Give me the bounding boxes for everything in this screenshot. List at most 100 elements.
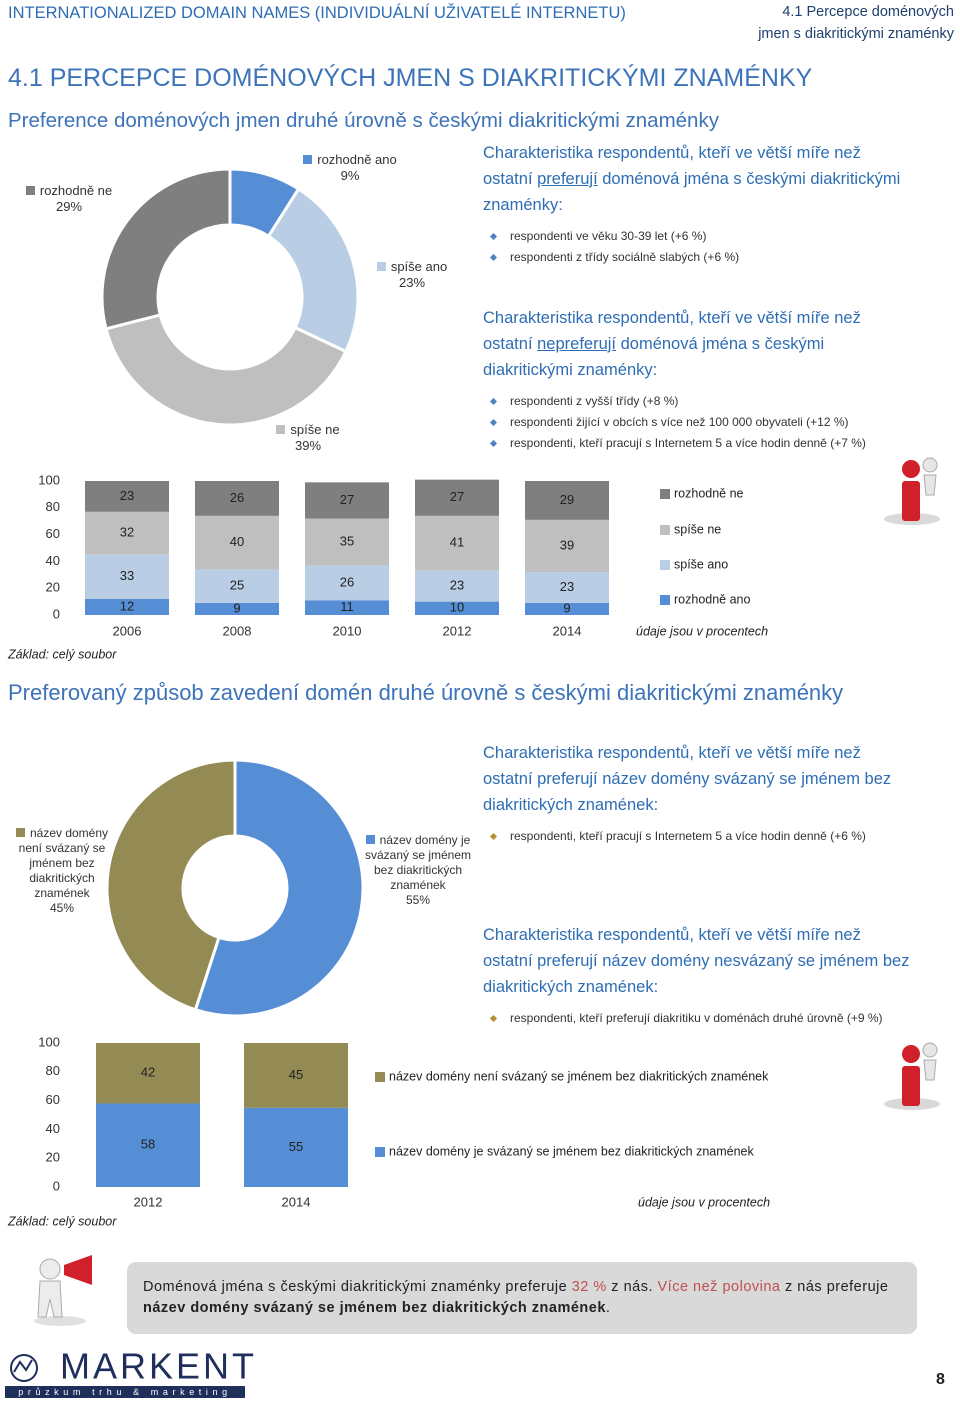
bar-segment — [415, 601, 499, 615]
bar-segment — [305, 565, 389, 601]
icon-dot — [902, 460, 920, 478]
legend-swatch — [15, 828, 25, 837]
bar-segment — [525, 481, 609, 520]
legend-label: spíše ne — [674, 522, 721, 536]
bullet-text: respondenti, kteří preferují diakritiku … — [510, 1011, 883, 1025]
legend-swatch — [365, 835, 375, 844]
legend-swatch — [25, 186, 35, 195]
block-heading: Charakteristika respondentů, kteří ve vě… — [483, 922, 913, 1000]
y-tick-label: 100 — [38, 1034, 60, 1049]
data-label: 39 — [560, 537, 574, 552]
logo-tagline: průzkum trhu & marketing — [18, 1387, 231, 1397]
callout-text: Doménová jména s českými diakritickými z… — [143, 1277, 913, 1319]
slice-value-label: 23% — [398, 275, 426, 290]
bullet-item: respondenti, kteří pracují s Internetem … — [483, 826, 913, 847]
bullet-item: respondenti, kteří pracují s Internetem … — [483, 433, 913, 454]
callout-part: z nás. — [606, 1279, 658, 1295]
x-tick-label: 2012 — [443, 623, 472, 638]
legend-swatch — [276, 425, 286, 434]
callout-part: Více než polovina — [657, 1279, 781, 1295]
bullet-text: respondenti z vyšší třídy (+8 %) — [510, 394, 679, 408]
bullet-marker — [489, 1014, 498, 1023]
slice-label: spíše ano 23% — [366, 259, 458, 291]
bullet-item: respondenti z třídy sociálně slabých (+6… — [483, 247, 913, 268]
heading-part: preferují — [537, 170, 598, 188]
legend-swatch — [660, 560, 670, 570]
data-label: 40 — [230, 534, 244, 549]
bullet-list: respondenti z vyšší třídy (+8 %) responde… — [483, 391, 913, 454]
heading-part: Charakteristika respondentů, kteří ve vě… — [483, 744, 892, 814]
y-tick-label: 60 — [46, 526, 60, 541]
heading-part: doménová jména s českými diakritickými z… — [483, 170, 901, 214]
bullet-text: respondenti z třídy sociálně slabých (+6… — [510, 250, 740, 264]
bullet-text: respondenti, kteří pracují s Internetem … — [510, 436, 866, 450]
chart-base: Základ: celý soubor — [7, 647, 117, 661]
slice-label: spíše ne 39% — [262, 422, 354, 454]
data-label: 23 — [450, 578, 464, 593]
y-tick-label: 40 — [46, 1121, 60, 1136]
icon-head — [39, 1258, 61, 1280]
slice-name: rozhodně ano — [317, 152, 397, 167]
icon-megaphone — [64, 1255, 92, 1285]
data-label: 12 — [120, 598, 134, 613]
bar-segment — [195, 515, 279, 570]
data-label: 29 — [560, 492, 574, 507]
callout-part: 32 % — [571, 1279, 607, 1295]
data-label: 11 — [340, 599, 354, 614]
data-label: 45 — [289, 1067, 303, 1082]
info-icon — [884, 457, 940, 525]
bar-segment — [525, 602, 609, 615]
bullet-marker — [489, 397, 498, 406]
bullet-marker — [489, 232, 498, 241]
characteristics-block: Charakteristika respondentů, kteří ve vě… — [483, 740, 913, 847]
data-label: 27 — [340, 492, 354, 507]
y-tick-label: 60 — [46, 1092, 60, 1107]
legend-swatch — [660, 595, 670, 605]
slice-name: název domény je svázaný se jménem bez di… — [364, 833, 472, 892]
icon-head — [922, 1042, 938, 1058]
bullet-list: respondenti ve věku 30-39 let (+6 %) resp… — [483, 226, 913, 268]
bar-segment — [195, 602, 279, 615]
slice-label: název domény je svázaný se jménem bez di… — [362, 833, 474, 908]
y-tick-label: 20 — [46, 1150, 60, 1165]
data-label: 55 — [289, 1139, 303, 1154]
page-title: 4.1 PERCEPCE DOMÉNOVÝCH JMEN S DIAKRITIC… — [8, 64, 813, 92]
slice-value-label: 39% — [294, 438, 322, 453]
section-subtitle: Preference doménových jmen druhé úrovně … — [8, 109, 719, 132]
callout-part: . — [605, 1300, 611, 1316]
bar-segment — [195, 569, 279, 603]
bar-segment — [96, 1103, 200, 1187]
bar-segment — [244, 1107, 348, 1187]
bullet-item: respondenti, kteří preferují diakritiku … — [483, 1008, 913, 1029]
bullet-marker — [489, 439, 498, 448]
icon-head — [922, 457, 938, 473]
bullet-item: respondenti ve věku 30-39 let (+6 %) — [483, 226, 913, 247]
data-label: 42 — [141, 1065, 155, 1080]
heading-part: doménová jména s českými diakritickými z… — [483, 335, 825, 379]
y-tick-label: 80 — [46, 499, 60, 514]
y-tick-label: 20 — [46, 580, 60, 595]
chart-base: Základ: celý soubor — [7, 1214, 117, 1228]
bar-segment — [244, 1043, 348, 1108]
bullet-marker — [489, 418, 498, 427]
logo-text: MARKENT — [60, 1346, 257, 1387]
data-label: 58 — [141, 1137, 155, 1152]
callout-part: z nás preferuje — [780, 1279, 889, 1295]
slice-name: rozhodně ne — [39, 183, 113, 198]
legend-label: rozhodně ano — [674, 592, 751, 606]
slice-value-label: 55% — [405, 893, 431, 907]
donut-slice — [100, 167, 232, 331]
legend-label: rozhodně ne — [674, 486, 744, 500]
bar-segment — [305, 482, 389, 519]
data-label: 9 — [233, 600, 240, 615]
bullet-marker — [489, 253, 498, 262]
slice-name: název domény není svázaný se jménem bez … — [18, 826, 109, 900]
characteristics-block: Charakteristika respondentů, kteří ve vě… — [483, 305, 913, 454]
legend-label: název domény je svázaný se jménem bez di… — [389, 1144, 755, 1158]
data-label: 23 — [120, 488, 134, 503]
y-tick-label: 0 — [53, 1178, 60, 1193]
heading-part: Charakteristika respondentů, kteří ve vě… — [483, 144, 861, 188]
